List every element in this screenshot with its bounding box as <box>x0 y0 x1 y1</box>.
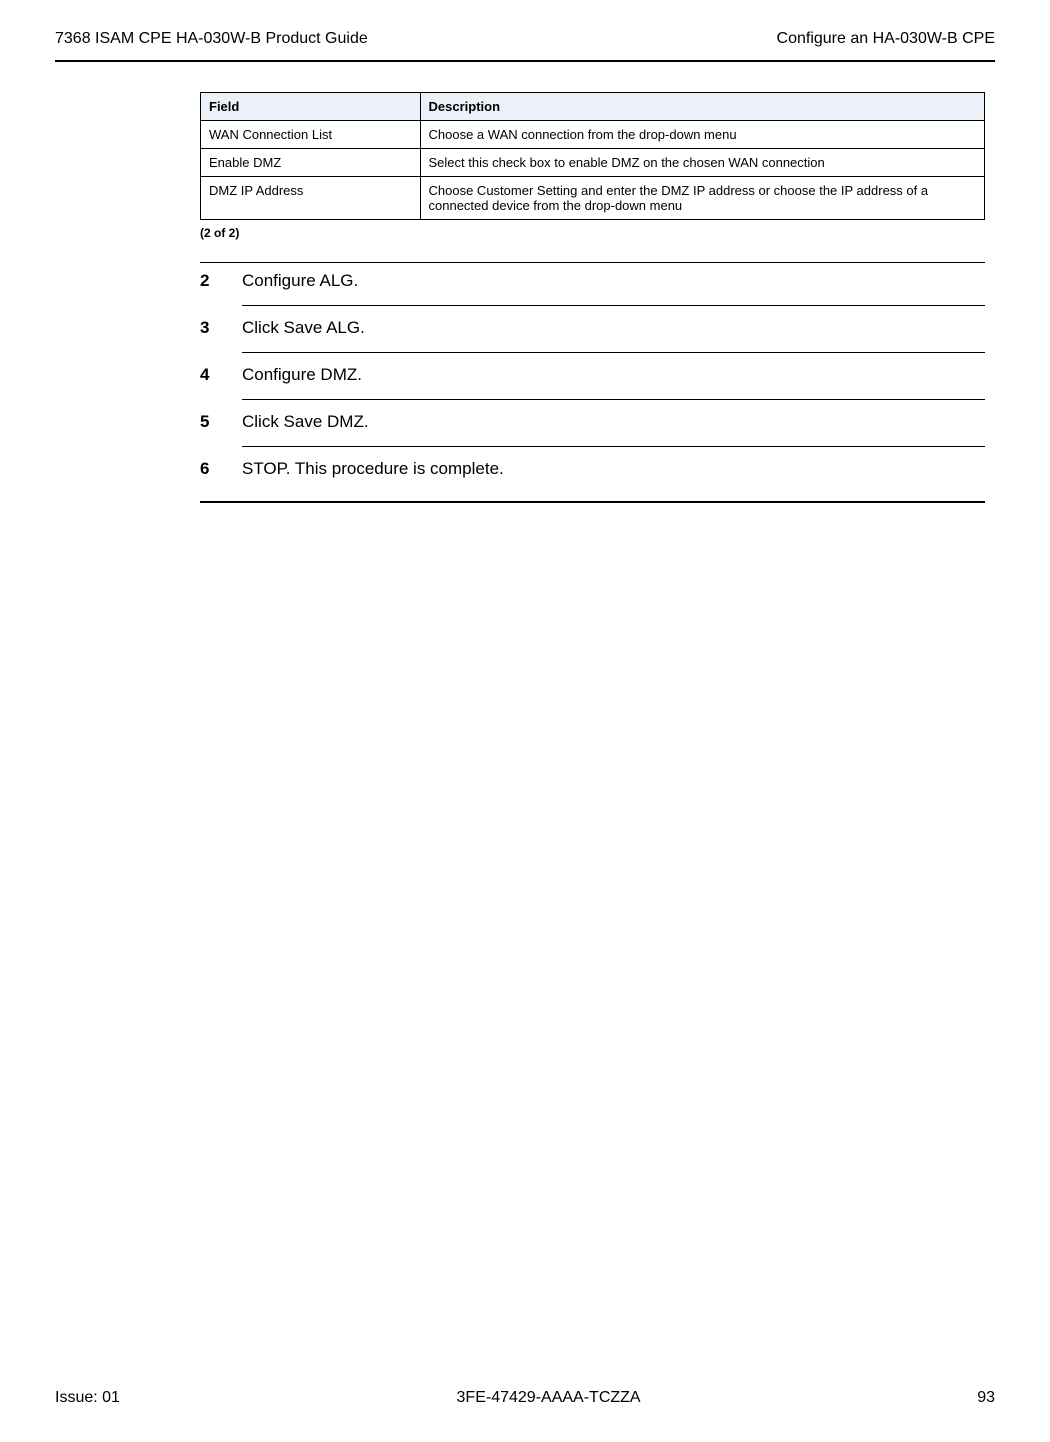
step: 2 Configure ALG. <box>200 262 985 306</box>
step-number: 4 <box>200 365 218 385</box>
footer-left: Issue: 01 <box>55 1389 120 1407</box>
step: 3 Click Save ALG. <box>200 316 985 353</box>
cell-desc: Choose Customer Setting and enter the DM… <box>420 177 984 220</box>
page: 7368 ISAM CPE HA-030W-B Product Guide Co… <box>0 0 1050 1442</box>
step-rule-short <box>242 446 985 447</box>
col-description: Description <box>420 93 984 121</box>
footer-center: 3FE-47429-AAAA-TCZZA <box>457 1389 641 1407</box>
step-text: STOP. This procedure is complete. <box>242 459 504 479</box>
page-header: 7368 ISAM CPE HA-030W-B Product Guide Co… <box>55 30 995 48</box>
table-pager: (2 of 2) <box>200 226 985 240</box>
page-footer: Issue: 01 3FE-47429-AAAA-TCZZA 93 <box>55 1389 995 1407</box>
table-header-row: Field Description <box>201 93 985 121</box>
step-text: Configure ALG. <box>242 271 358 291</box>
table-row: DMZ IP Address Choose Customer Setting a… <box>201 177 985 220</box>
cell-field: DMZ IP Address <box>201 177 421 220</box>
header-rule <box>55 60 995 62</box>
step: 6 STOP. This procedure is complete. <box>200 457 985 487</box>
cell-field: WAN Connection List <box>201 121 421 149</box>
step-text: Configure DMZ. <box>242 365 362 385</box>
table-row: Enable DMZ Select this check box to enab… <box>201 149 985 177</box>
content-area: Field Description WAN Connection List Ch… <box>200 92 985 503</box>
step-number: 6 <box>200 459 218 479</box>
cell-desc: Choose a WAN connection from the drop-do… <box>420 121 984 149</box>
step-number: 2 <box>200 271 218 291</box>
footer-right: 93 <box>977 1389 995 1407</box>
step-rule-short <box>242 352 985 353</box>
end-rule <box>200 501 985 503</box>
cell-desc: Select this check box to enable DMZ on t… <box>420 149 984 177</box>
step-rule-short <box>242 305 985 306</box>
step-rule-short <box>242 399 985 400</box>
step-rule <box>200 262 985 263</box>
step: 5 Click Save DMZ. <box>200 410 985 447</box>
step-text: Click Save ALG. <box>242 318 365 338</box>
header-right: Configure an HA-030W-B CPE <box>777 30 995 48</box>
step-number: 5 <box>200 412 218 432</box>
col-field: Field <box>201 93 421 121</box>
step-text: Click Save DMZ. <box>242 412 369 432</box>
step-number: 3 <box>200 318 218 338</box>
cell-field: Enable DMZ <box>201 149 421 177</box>
header-left: 7368 ISAM CPE HA-030W-B Product Guide <box>55 30 368 48</box>
step: 4 Configure DMZ. <box>200 363 985 400</box>
parameters-table: Field Description WAN Connection List Ch… <box>200 92 985 220</box>
table-row: WAN Connection List Choose a WAN connect… <box>201 121 985 149</box>
